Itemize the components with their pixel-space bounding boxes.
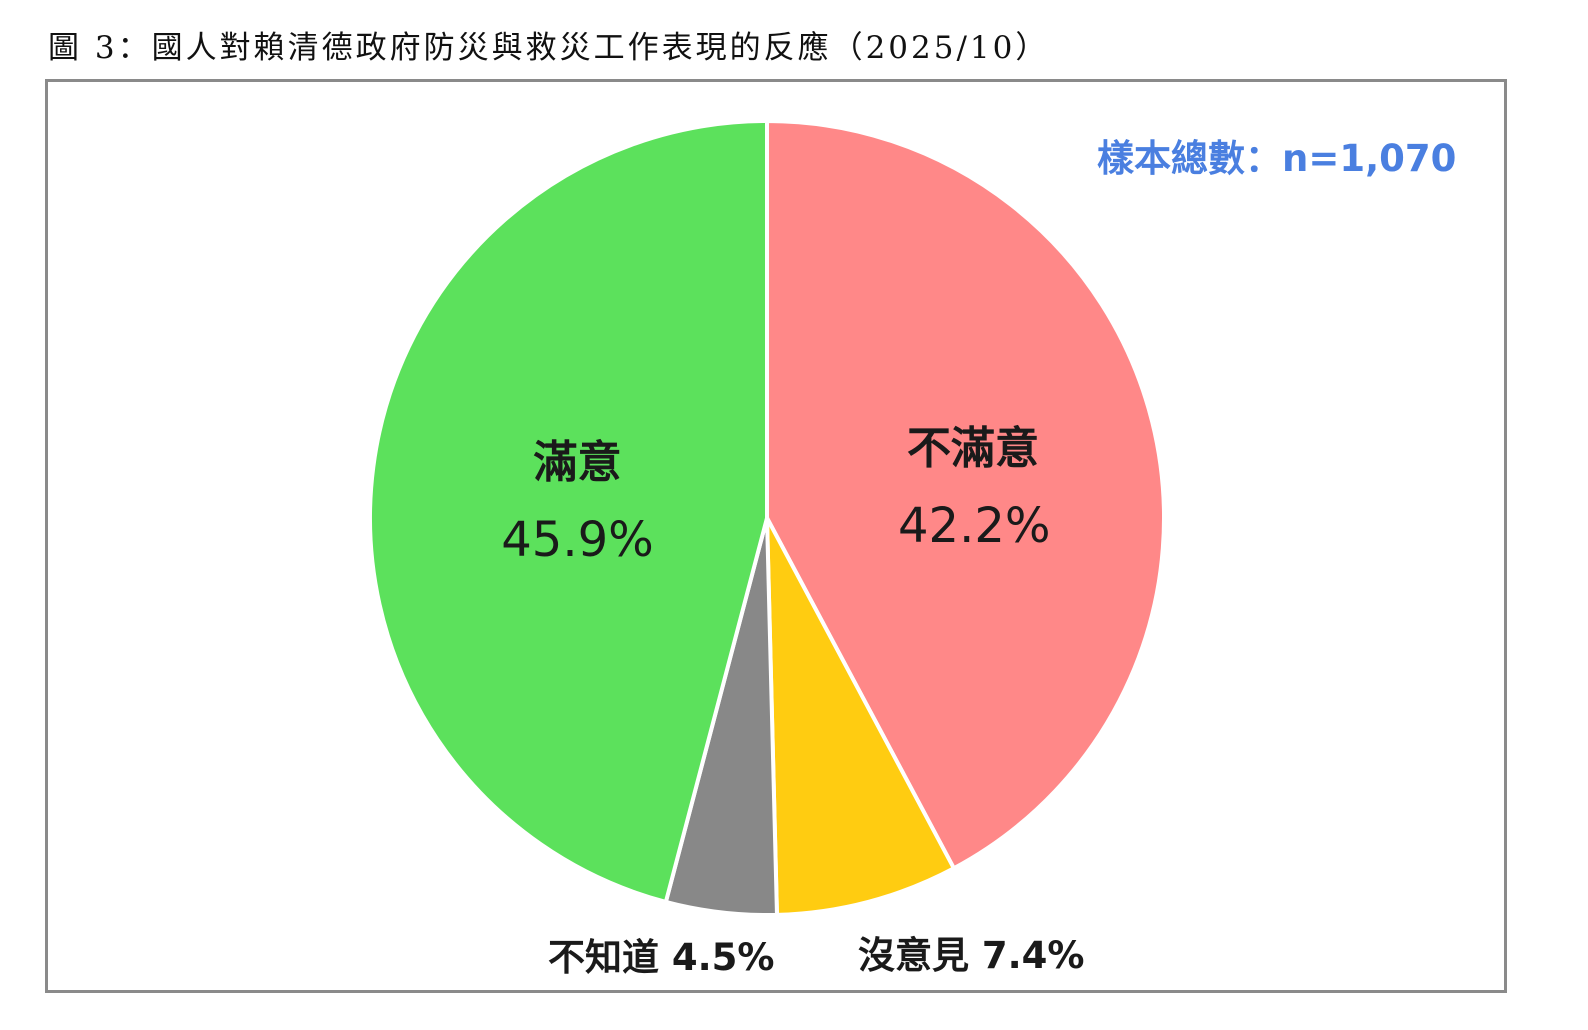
label-dissatisfied-value: 42.2%: [898, 498, 1051, 554]
label-satisfied-name: 滿意: [533, 437, 622, 488]
pie-slices: [368, 119, 1166, 917]
label-dissatisfied: 不滿意 42.2%: [898, 412, 1051, 554]
figure-title: 圖 3：國人對賴清德政府防災與救災工作表現的反應（2025/10）: [48, 30, 1050, 66]
slice-no-opinion: [765, 516, 956, 917]
sample-size-note: 樣本總數：n=1,070: [1097, 137, 1457, 180]
label-satisfied-value: 45.9%: [501, 512, 654, 568]
label-satisfied: 滿意 45.9%: [500, 426, 655, 568]
label-dont-know: 不知道 4.5%: [548, 936, 775, 979]
slice-dissatisfied: [765, 119, 1166, 871]
label-dissatisfied-name: 不滿意: [907, 423, 1039, 474]
slice-satisfied: [368, 119, 769, 904]
label-no-opinion: 沒意見 7.4%: [858, 934, 1085, 977]
